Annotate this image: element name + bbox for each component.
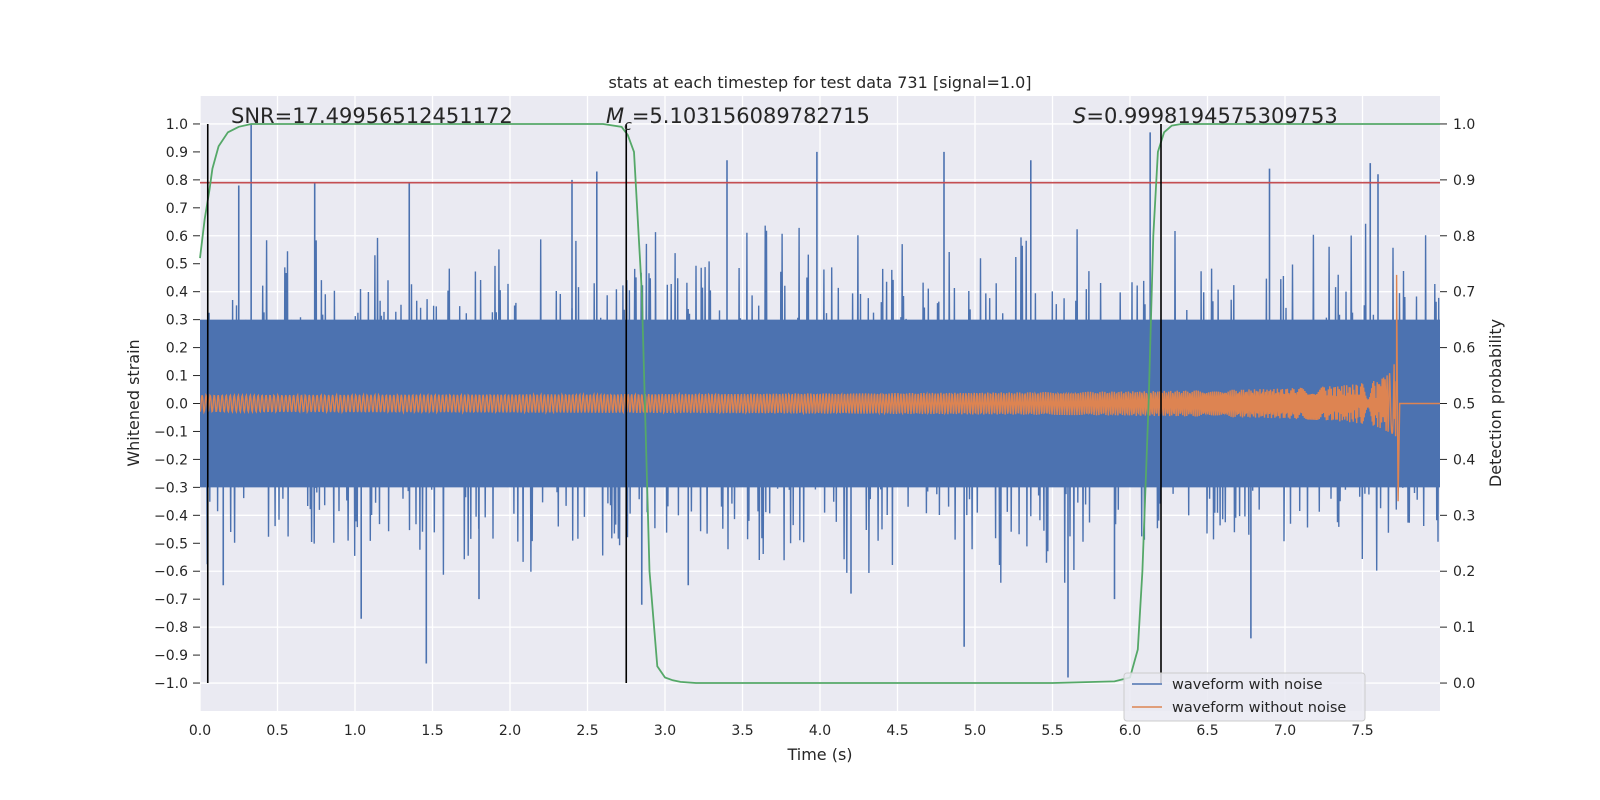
y-tick-label: 1.0 [166, 117, 188, 133]
y-tick-label: 0.0 [166, 397, 188, 413]
x-tick-label: 4.5 [886, 723, 908, 739]
y-right-tick-label: 0.7 [1453, 285, 1475, 301]
x-tick-label: 0.5 [266, 723, 288, 739]
legend: waveform with noise waveform without noi… [1123, 672, 1366, 722]
y-right-tick-label: 0.0 [1453, 676, 1475, 692]
x-tick-label: 6.5 [1196, 723, 1218, 739]
series-layer [200, 123, 1440, 678]
snr-annotation: SNR=17.49956512451172 [231, 104, 513, 128]
y-right-tick-label: 0.5 [1453, 397, 1475, 413]
significance-symbol: S [1073, 104, 1086, 128]
chirp-mass-value: =5.103156089782715 [632, 104, 870, 128]
significance-annotation: S=0.9998194575309753 [1073, 104, 1338, 128]
x-tick-label: 7.0 [1274, 723, 1296, 739]
y-right-tick-label: 1.0 [1453, 117, 1475, 133]
chirp-mass-subscript: c [624, 118, 632, 134]
y-tick-label: 0.5 [166, 257, 188, 273]
y-tick-label: −0.4 [154, 508, 188, 524]
y-tick-label: −0.6 [154, 564, 188, 580]
series-detection-probability [199, 123, 1440, 684]
x-tick-labels: 0.0 0.5 1.0 1.5 2.0 2.5 3.0 3.5 4.0 4.5 5.0 5.5 6.0 6… [189, 723, 1374, 739]
y-tick-labels: 1.0 0.9 0.8 0.7 0.6 0.5 0.4 0.3 0.2 0.1 0.0 −0.1 −0.… [154, 117, 200, 692]
x-tick-label: 5.5 [1041, 723, 1063, 739]
y-tick-label: 0.1 [166, 369, 188, 385]
y-tick-label: −1.0 [154, 676, 188, 692]
y-tick-label: 0.9 [166, 145, 188, 161]
y-tick-label: 0.8 [166, 173, 188, 189]
series-clean-waveform [200, 274, 1440, 502]
y-tick-label: −0.1 [154, 424, 188, 440]
y-right-tick-labels: 1.0 0.9 0.8 0.7 0.6 0.5 0.4 0.3 0.2 0.1 0.0 [1440, 117, 1475, 692]
x-tick-label: 7.5 [1351, 723, 1373, 739]
y-tick-label: −0.9 [154, 648, 188, 664]
y-tick-label: −0.7 [154, 592, 188, 608]
x-tick-label: 6.0 [1119, 723, 1141, 739]
legend-box [1123, 672, 1366, 722]
y-tick-label: −0.2 [154, 452, 188, 468]
x-tick-label: 4.0 [809, 723, 831, 739]
y-right-tick-label: 0.3 [1453, 508, 1475, 524]
overlay-layer [199, 123, 1440, 684]
y-tick-label: −0.5 [154, 536, 188, 552]
y-tick-label: 0.3 [166, 313, 188, 329]
y-tick-label: 0.2 [166, 341, 188, 357]
x-tick-label: 1.0 [344, 723, 366, 739]
y-right-tick-label: 0.1 [1453, 620, 1475, 636]
x-tick-label: 3.0 [654, 723, 676, 739]
chirp-mass-annotation: Mc=5.103156089782715 [606, 104, 870, 134]
legend-label-clean: waveform without noise [1172, 700, 1346, 716]
y-right-tick-label: 0.4 [1453, 452, 1475, 468]
x-tick-label: 3.5 [731, 723, 753, 739]
y-right-tick-label: 0.6 [1453, 341, 1475, 357]
legend-label-noise: waveform with noise [1172, 677, 1323, 693]
y-axis-label: Whitened strain [124, 339, 143, 466]
x-tick-label: 5.0 [964, 723, 986, 739]
y-right-tick-label: 0.2 [1453, 564, 1475, 580]
y-tick-label: 0.7 [166, 201, 188, 217]
x-axis-label: Time (s) [786, 745, 852, 764]
y-right-axis-label: Detection probability [1486, 319, 1505, 487]
x-tick-label: 1.5 [421, 723, 443, 739]
chart-title: stats at each timestep for test data 731… [608, 73, 1031, 92]
x-tick-label: 0.0 [189, 723, 211, 739]
y-tick-label: 0.4 [166, 285, 188, 301]
y-right-tick-label: 0.9 [1453, 173, 1475, 189]
y-tick-label: −0.3 [154, 480, 188, 496]
y-tick-label: −0.8 [154, 620, 188, 636]
x-tick-label: 2.5 [576, 723, 598, 739]
y-tick-label: 0.6 [166, 229, 188, 245]
chirp-mass-symbol: M [606, 104, 624, 128]
x-tick-label: 2.0 [499, 723, 521, 739]
y-right-tick-label: 0.8 [1453, 229, 1475, 245]
significance-value: =0.9998194575309753 [1086, 104, 1337, 128]
